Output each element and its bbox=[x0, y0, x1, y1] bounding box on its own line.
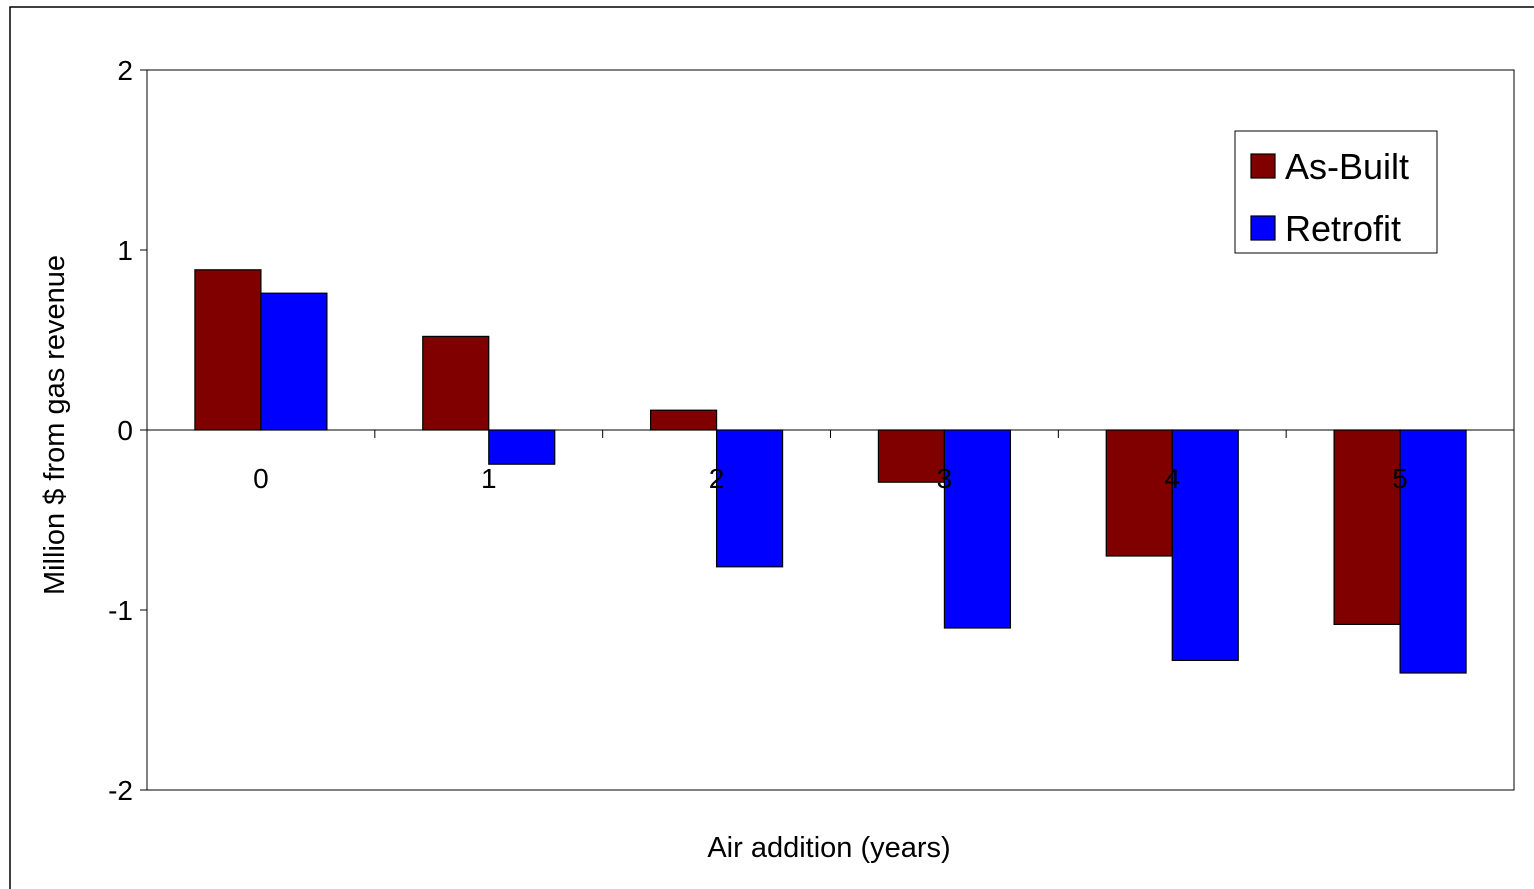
x-tick-label: 2 bbox=[709, 463, 725, 494]
legend-label: Retrofit bbox=[1285, 208, 1401, 249]
bars bbox=[194, 269, 1467, 674]
x-tick-labels: 0 1 2 3 4 5 bbox=[253, 463, 1408, 494]
y-axis-title: Million $ from gas revenue bbox=[39, 255, 71, 595]
x-axis-title: Air addition (years) bbox=[707, 832, 950, 864]
chart-frame bbox=[9, 6, 1534, 889]
y-tick-label: -2 bbox=[108, 775, 133, 806]
bar-as-built-2 bbox=[649, 409, 718, 431]
x-axis bbox=[146, 430, 1515, 438]
x-tick-label: 3 bbox=[937, 463, 953, 494]
bar-retrofit-1 bbox=[488, 429, 556, 465]
legend: As-Built Retrofit bbox=[1234, 130, 1438, 254]
y-tick-label: 1 bbox=[117, 235, 133, 266]
legend-swatch-retrofit bbox=[1250, 215, 1276, 241]
x-tick-label: 4 bbox=[1164, 463, 1180, 494]
y-tick-label: 0 bbox=[117, 415, 133, 446]
y-axis: 2 1 0 -1 -2 bbox=[108, 55, 147, 806]
bar-retrofit-3 bbox=[943, 429, 1012, 629]
x-tick-label: 0 bbox=[253, 463, 269, 494]
legend-label: As-Built bbox=[1285, 146, 1409, 187]
bar-as-built-1 bbox=[422, 335, 490, 431]
legend-swatch-as-built bbox=[1250, 153, 1276, 179]
x-tick-label: 5 bbox=[1392, 463, 1408, 494]
bar-retrofit-0 bbox=[260, 292, 328, 431]
bar-as-built-0 bbox=[194, 269, 262, 431]
bar-retrofit-4 bbox=[1171, 429, 1239, 661]
y-tick-label: 2 bbox=[117, 55, 133, 86]
x-tick-label: 1 bbox=[481, 463, 497, 494]
bar-as-built-5 bbox=[1333, 429, 1401, 625]
bar-retrofit-5 bbox=[1399, 429, 1467, 674]
bar-retrofit-2 bbox=[715, 429, 784, 568]
y-tick-label: -1 bbox=[108, 595, 133, 626]
bar-as-built-3 bbox=[877, 429, 946, 483]
bar-as-built-4 bbox=[1105, 429, 1173, 557]
